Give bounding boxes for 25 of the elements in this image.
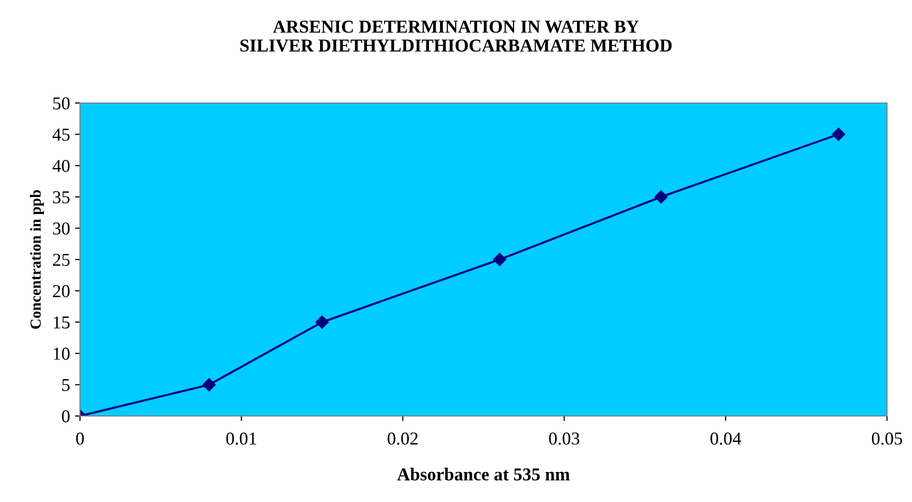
chart-title: ARSENIC DETERMINATION IN WATER BY SILIVER DIETHYLDITHIOCARBAMATE METHOD [240, 20, 672, 52]
x-tick-label: 0.05 [872, 432, 902, 445]
point [202, 378, 216, 392]
y-axis-title: Concentration in ppb [30, 190, 44, 329]
y-tick-label: 50 [53, 97, 70, 110]
x-tick-label: 0.04 [710, 432, 742, 445]
y-tick-label: 20 [53, 285, 70, 298]
y-tick-label: 0 [62, 410, 70, 422]
y-tick-label: 10 [54, 348, 70, 360]
y-tick-label: 45 [52, 128, 70, 141]
y-tick-label: 35 [53, 191, 70, 204]
point [493, 252, 506, 266]
y-tick-label: 30 [53, 222, 70, 235]
point [654, 190, 668, 204]
y-tick-label: 5 [62, 379, 70, 392]
x-tick-label: 0.01 [226, 432, 256, 445]
y-tick-label: 15 [54, 316, 70, 329]
x-tick-label: 0.02 [388, 432, 418, 445]
point [832, 128, 846, 141]
y-tick-label: 25 [53, 254, 70, 266]
x-tick-label: 0.03 [549, 432, 580, 445]
y-tick-label: 40 [52, 160, 70, 172]
x-tick-label: 0 [76, 432, 84, 445]
point [316, 316, 329, 329]
x-axis-title: Absorbance at 535 nm [397, 468, 570, 480]
